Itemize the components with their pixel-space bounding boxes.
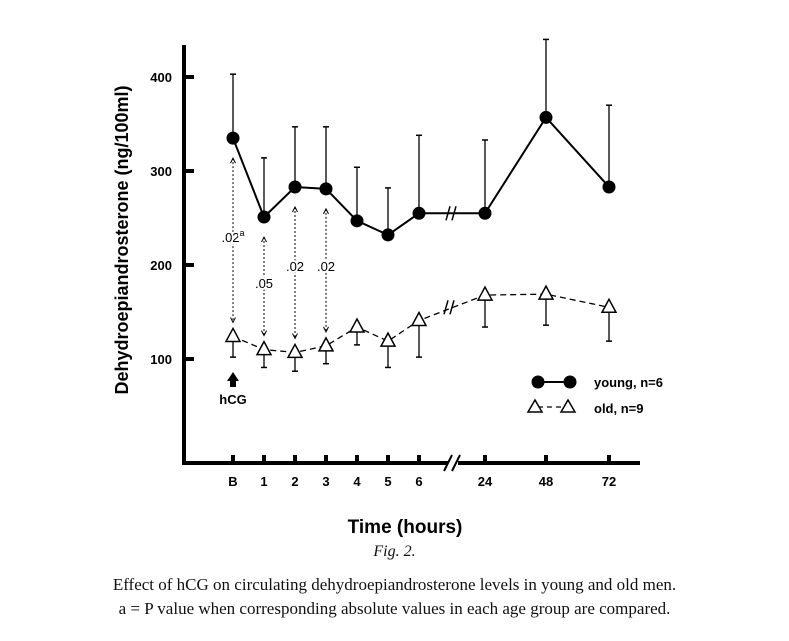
- legend-young-label: young, n=6: [594, 375, 663, 390]
- young-point: [319, 182, 333, 196]
- old-point: [255, 340, 273, 356]
- p-value-label: .02: [286, 259, 304, 274]
- x-axis-label: Time (hours): [348, 517, 463, 538]
- old-point: [348, 317, 366, 333]
- x-tick-label: 2: [291, 474, 298, 489]
- old-point: [224, 326, 242, 343]
- hcg-arrow-icon: [227, 372, 239, 387]
- legend-young-marker: [531, 375, 545, 389]
- x-tick-label: 3: [322, 474, 329, 489]
- series-break: [445, 206, 457, 221]
- young-point: [226, 131, 240, 145]
- young-point: [381, 228, 395, 242]
- young-point: [539, 110, 553, 124]
- x-tick-label: 48: [539, 474, 553, 489]
- old-point: [476, 285, 494, 301]
- p-value-arrowheads: [292, 205, 298, 340]
- old-point: [317, 336, 335, 352]
- young-point: [350, 214, 364, 228]
- x-tick-label: 72: [602, 474, 616, 489]
- p-value-label: .02a: [221, 228, 244, 245]
- young-point: [478, 206, 492, 220]
- x-tick-label: B: [228, 474, 237, 489]
- x-tick-label: 4: [353, 474, 361, 489]
- old-series-line: [232, 293, 610, 354]
- old-point: [537, 284, 555, 300]
- x-tick-label: 1: [260, 474, 267, 489]
- y-tick-label: 200: [150, 258, 172, 273]
- p-value-label: .05: [255, 276, 273, 291]
- hcg-label: hCG: [219, 392, 246, 407]
- young-point: [412, 206, 426, 220]
- series-break: [443, 300, 455, 315]
- figure-number: Fig. 2.: [373, 543, 416, 560]
- y-tick-label: 100: [150, 352, 172, 367]
- old-point: [379, 331, 397, 347]
- legend-old-marker: [526, 398, 544, 413]
- p-value-arrowheads: [261, 235, 267, 337]
- young-point: [288, 180, 302, 194]
- old-point: [286, 342, 304, 359]
- caption-line-1: Effect of hCG on circulating dehydroepia…: [112, 575, 677, 594]
- x-axis-break: [443, 454, 461, 472]
- legend-young-marker: [563, 375, 577, 389]
- x-tick-label: 5: [384, 474, 391, 489]
- caption-line-2: a = P value when corresponding absolute …: [118, 599, 671, 618]
- y-tick-label: 400: [150, 70, 172, 85]
- legend-old-label: old, n=9: [594, 401, 643, 416]
- chart: 100 200 300 400 B 1 2 3 4 5 6 24 48 72 Time (hours) Deh…: [112, 38, 663, 538]
- x-tick-label: 6: [415, 474, 422, 489]
- p-value-arrowheads: [230, 156, 236, 324]
- p-value-arrowheads: [323, 207, 329, 333]
- y-tick-label: 300: [150, 164, 172, 179]
- legend-old-marker: [559, 398, 577, 413]
- p-value-label: .02: [317, 259, 335, 274]
- young-point: [602, 180, 616, 194]
- x-tick-label: 24: [478, 474, 493, 489]
- young-point: [257, 210, 271, 224]
- old-point: [410, 310, 428, 327]
- y-axis-label: Dehydroepiandrosterone (ng/100ml): [112, 85, 132, 394]
- old-point: [600, 297, 618, 314]
- young-series-line: [232, 115, 610, 237]
